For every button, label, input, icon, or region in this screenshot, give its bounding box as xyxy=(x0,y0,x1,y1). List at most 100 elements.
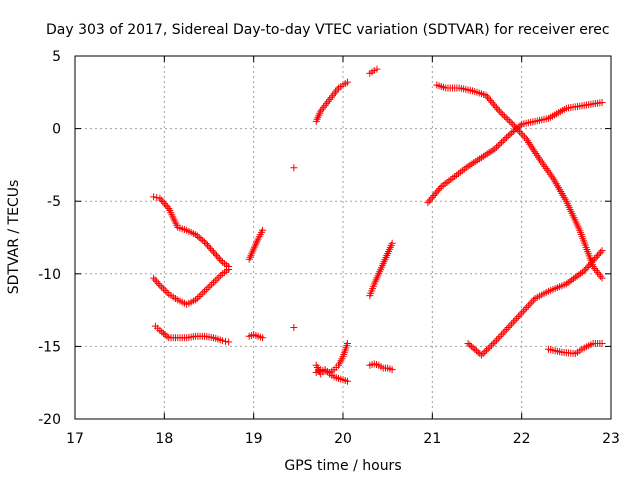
data-point xyxy=(150,193,158,201)
data-point xyxy=(519,131,527,139)
data-point xyxy=(514,126,522,134)
data-point xyxy=(163,203,171,211)
data-point xyxy=(193,232,201,240)
y-tick-label: -10 xyxy=(38,267,61,283)
data-point xyxy=(597,248,605,256)
data-point xyxy=(225,338,233,346)
data-point xyxy=(428,193,436,201)
x-tick-label: 17 xyxy=(66,431,84,447)
data-point xyxy=(504,324,512,332)
data-point xyxy=(153,194,161,202)
y-tick-label: -20 xyxy=(38,412,61,428)
data-point xyxy=(333,86,341,94)
x-tick-label: 18 xyxy=(155,431,173,447)
data-point xyxy=(506,130,514,138)
data-point xyxy=(323,99,331,107)
data-point xyxy=(161,287,169,295)
data-point xyxy=(320,103,328,111)
data-point xyxy=(595,270,603,278)
data-point xyxy=(259,334,267,342)
data-series xyxy=(366,65,381,77)
data-series xyxy=(290,324,298,332)
data-point xyxy=(208,280,216,288)
data-point xyxy=(496,140,504,148)
data-point xyxy=(592,253,600,261)
data-point xyxy=(206,245,214,253)
data-point xyxy=(434,186,442,194)
data-point xyxy=(201,287,209,295)
data-point xyxy=(154,280,162,288)
data-point xyxy=(492,104,500,112)
data-point xyxy=(494,142,502,150)
chart-title: Day 303 of 2017, Sidereal Day-to-day VTE… xyxy=(46,22,610,38)
data-series xyxy=(290,164,298,172)
data-series xyxy=(424,98,606,207)
data-point xyxy=(156,326,164,334)
data-point xyxy=(528,298,536,306)
x-tick-label: 22 xyxy=(513,431,531,447)
data-point xyxy=(486,97,494,105)
data-point xyxy=(517,129,525,137)
data-point xyxy=(501,135,509,143)
data-point xyxy=(493,336,501,344)
data-point xyxy=(202,285,210,293)
data-point xyxy=(209,248,217,256)
data-point xyxy=(571,273,579,281)
data-point xyxy=(498,331,506,339)
tick-labels: 17 18 19 20 21 22 23 -20 -15 -10 -5 0 5 xyxy=(38,49,620,447)
data-series xyxy=(544,339,606,358)
data-marks xyxy=(150,65,606,385)
data-point xyxy=(595,250,603,258)
data-point xyxy=(469,344,477,352)
data-point xyxy=(343,78,351,86)
data-point xyxy=(510,122,518,130)
data-point xyxy=(524,302,532,310)
data-point xyxy=(388,366,396,374)
y-tick-label: -5 xyxy=(47,194,61,210)
data-point xyxy=(212,251,220,259)
data-point xyxy=(598,98,606,106)
data-point xyxy=(211,250,219,258)
data-point xyxy=(290,164,298,172)
grid-lines xyxy=(75,56,611,419)
data-point xyxy=(197,235,205,243)
data-point xyxy=(482,346,490,354)
data-point xyxy=(566,277,574,285)
data-point xyxy=(430,192,438,200)
data-point xyxy=(483,93,491,101)
data-point xyxy=(526,300,534,308)
data-point xyxy=(513,314,521,322)
data-point xyxy=(516,311,524,319)
data-point xyxy=(594,268,602,276)
data-point xyxy=(484,345,492,353)
data-point xyxy=(568,276,576,284)
data-point xyxy=(259,226,267,234)
data-point xyxy=(290,324,298,332)
data-point xyxy=(215,255,223,263)
plot-frame xyxy=(74,55,612,420)
data-point xyxy=(511,316,519,324)
data-point xyxy=(157,196,165,204)
data-point xyxy=(585,262,593,270)
data-point xyxy=(523,304,531,312)
data-point xyxy=(218,337,226,345)
data-point xyxy=(213,275,221,283)
data-point xyxy=(506,322,514,330)
data-point xyxy=(564,279,572,287)
data-point xyxy=(512,124,520,132)
data-point xyxy=(193,294,201,302)
data-point xyxy=(477,351,485,359)
data-point xyxy=(466,341,474,349)
data-point xyxy=(504,132,512,140)
data-point xyxy=(594,252,602,260)
data-point xyxy=(160,199,168,207)
data-point xyxy=(159,329,167,337)
data-point xyxy=(591,255,599,263)
data-point xyxy=(214,253,222,261)
data-point xyxy=(479,349,487,357)
data-series xyxy=(312,339,351,377)
data-point xyxy=(577,270,585,278)
data-point xyxy=(474,348,482,356)
data-point xyxy=(481,348,489,356)
data-point xyxy=(197,291,205,299)
